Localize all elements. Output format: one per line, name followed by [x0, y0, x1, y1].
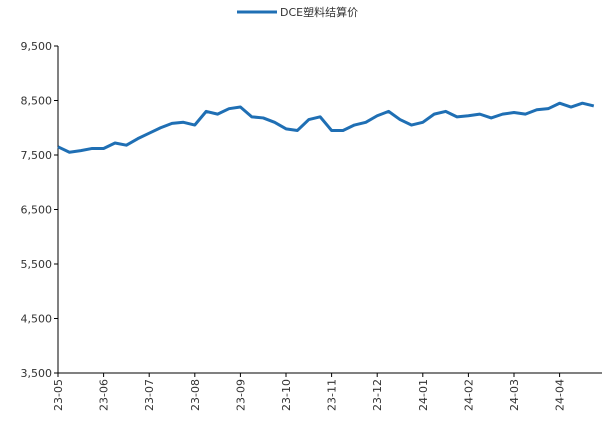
x-tick-label: 23-11 — [326, 379, 339, 411]
x-tick-label: 23-12 — [371, 379, 384, 411]
y-tick-label: 8,500 — [21, 95, 53, 108]
x-tick-label: 23-07 — [143, 379, 156, 411]
y-tick-label: 6,500 — [21, 204, 53, 217]
data-line — [57, 101, 595, 154]
x-tick-label: 23-09 — [234, 379, 247, 411]
x-tick-label: 24-01 — [417, 379, 430, 411]
x-tick-label: 23-08 — [189, 379, 202, 411]
y-tick-label: 9,500 — [21, 40, 53, 53]
x-tick-label: 23-05 — [52, 379, 65, 411]
y-tick-label: 7,500 — [21, 149, 53, 162]
x-tick-label: 24-04 — [554, 379, 567, 411]
x-tick-label: 23-10 — [280, 379, 293, 411]
y-tick-label: 5,500 — [21, 258, 53, 271]
x-tick-label: 24-03 — [508, 379, 521, 411]
y-tick-label: 3,500 — [21, 367, 53, 380]
x-tick-label: 23-06 — [98, 379, 111, 411]
legend-label: DCE塑料结算价 — [280, 5, 358, 19]
x-tick-label: 24-02 — [462, 379, 475, 411]
y-tick-label: 4,500 — [21, 313, 53, 326]
